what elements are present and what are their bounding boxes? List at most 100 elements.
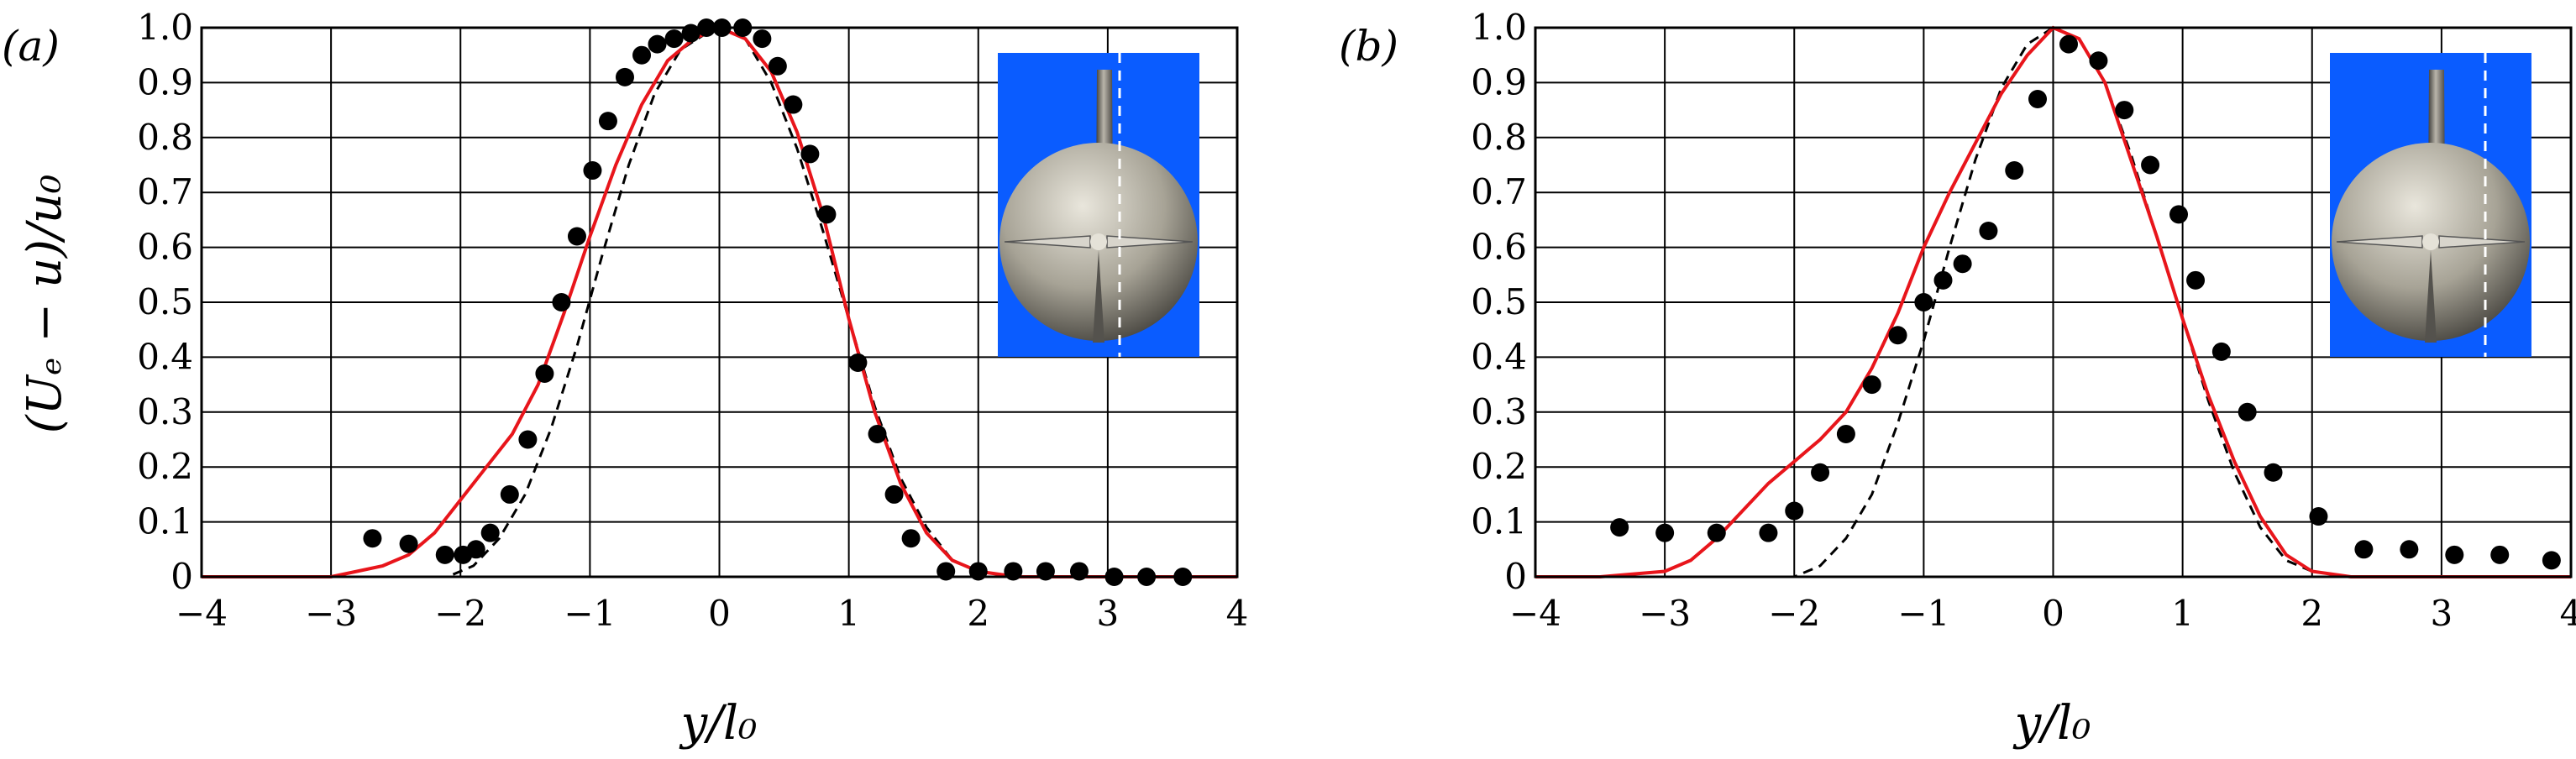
data-point <box>2542 551 2561 570</box>
model-fin-lower <box>1093 250 1104 343</box>
data-point <box>1707 523 1726 542</box>
model-hub <box>2422 233 2439 250</box>
plot-frame <box>200 26 1239 578</box>
series-layer <box>1535 25 2571 578</box>
data-point <box>2400 540 2419 559</box>
data-point <box>753 29 772 49</box>
inset-model-image <box>998 53 1199 357</box>
plot-frame <box>1534 26 2573 578</box>
data-point <box>1610 518 1629 537</box>
data-point <box>2005 161 2024 181</box>
data-point <box>848 353 868 372</box>
y-tick-label: 1.0 <box>1471 7 1527 48</box>
model-hub <box>1090 233 1107 250</box>
y-tick-labels: 0 0.1 0.2 0.3 0.4 0.5 0.6 0.7 0.8 0.9 1.0 <box>137 7 193 597</box>
data-point <box>399 534 418 553</box>
x-tick-label: 3 <box>2431 593 2453 634</box>
data-point <box>500 484 519 504</box>
x-tick-labels: −4 −3 −2 −1 0 1 2 3 4 <box>1509 593 2576 634</box>
y-tick-label: 0 <box>171 556 193 597</box>
y-axis-label: (Uₑ − u)/u₀ <box>18 175 72 434</box>
y-tick-label: 0.7 <box>137 171 193 212</box>
y-tick-labels: 0 0.1 0.2 0.3 0.4 0.5 0.6 0.7 0.8 0.9 1.0 <box>1471 7 1527 597</box>
data-point <box>817 205 837 224</box>
panel-a: (a) (Uₑ − u)/u₀ −4 −3 −2 −1 0 1 2 3 4 0 0.1 0.2 0.3… <box>2 7 1248 751</box>
y-tick-label: 0.3 <box>137 391 193 432</box>
data-point <box>1836 424 1855 443</box>
y-tick-label: 0.6 <box>1471 227 1527 268</box>
data-point <box>2141 155 2160 175</box>
data-point <box>2309 507 2328 526</box>
x-tick-label: 4 <box>1226 593 1249 634</box>
data-point <box>1914 293 1933 311</box>
series-line-solid <box>1535 25 2571 578</box>
y-tick-label: 0.8 <box>1471 117 1527 158</box>
data-point <box>2186 270 2206 290</box>
data-point <box>1655 523 1675 542</box>
data-point <box>552 293 571 311</box>
data-point <box>2059 34 2078 54</box>
y-tick-label: 0.5 <box>1471 281 1527 322</box>
y-tick-label: 0.8 <box>137 117 193 158</box>
x-tick-label: 4 <box>2560 593 2576 634</box>
y-tick-label: 0.1 <box>137 501 193 542</box>
y-tick-label: 0.9 <box>137 61 193 102</box>
y-tick-label: 0.5 <box>137 281 193 322</box>
x-tick-label: −2 <box>434 593 486 634</box>
x-tick-label: −3 <box>1639 593 1691 634</box>
data-point <box>1933 270 1953 290</box>
x-tick-label: 1 <box>2171 593 2194 634</box>
inset-model-image <box>2330 53 2531 357</box>
x-tick-label: −4 <box>176 593 228 634</box>
data-point <box>1953 254 1972 274</box>
data-point <box>518 430 538 449</box>
y-tick-label: 0.4 <box>1471 336 1527 377</box>
data-point <box>2445 545 2464 564</box>
data-point <box>615 67 634 86</box>
y-tick-label: 0.1 <box>1471 501 1527 542</box>
data-point <box>598 112 617 131</box>
data-point <box>466 540 485 559</box>
data-point <box>435 545 454 564</box>
data-point <box>2115 101 2134 120</box>
x-tick-labels: −4 −3 −2 −1 0 1 2 3 4 <box>176 593 1248 634</box>
data-point <box>2354 540 2374 559</box>
y-tick-label: 0.9 <box>1471 61 1527 102</box>
y-tick-label: 1.0 <box>137 7 193 48</box>
x-axis-label: y/l₀ <box>2012 696 2091 751</box>
data-point <box>2264 463 2283 482</box>
grid <box>201 27 1238 578</box>
x-tick-label: −1 <box>564 593 616 634</box>
data-point <box>2211 342 2231 361</box>
x-tick-label: 3 <box>1097 593 1120 634</box>
x-tick-label: −3 <box>305 593 357 634</box>
data-point <box>800 144 820 164</box>
panel-label: (a) <box>2 22 60 71</box>
x-tick-label: 2 <box>967 593 989 634</box>
data-point <box>2028 90 2048 109</box>
panel-b: (b) −4 −3 −2 −1 0 1 2 3 4 0 0.1 0.2 0.3 0.4 0.5 0.6 0.7… <box>1339 7 2576 751</box>
data-point <box>2089 51 2108 71</box>
x-axis-label: y/l₀ <box>679 696 758 751</box>
data-point <box>1785 501 1804 521</box>
data-point <box>583 161 602 181</box>
data-point <box>2238 402 2257 421</box>
y-tick-label: 0.2 <box>137 446 193 487</box>
x-tick-label: −4 <box>1509 593 1561 634</box>
data-point <box>1811 463 1830 482</box>
data-point <box>632 45 652 65</box>
y-tick-label: 0.7 <box>1471 171 1527 212</box>
x-tick-label: 2 <box>2301 593 2323 634</box>
x-tick-label: 1 <box>837 593 860 634</box>
data-point <box>784 95 803 114</box>
data-point <box>884 484 904 504</box>
y-tick-label: 0.6 <box>137 227 193 268</box>
x-tick-label: −1 <box>1897 593 1949 634</box>
data-point <box>480 523 500 542</box>
panel-label: (b) <box>1339 22 1398 71</box>
data-point <box>664 29 684 49</box>
data-point <box>1979 221 1998 240</box>
model-fin-lower <box>2425 250 2437 343</box>
x-tick-label: 0 <box>2042 593 2064 634</box>
